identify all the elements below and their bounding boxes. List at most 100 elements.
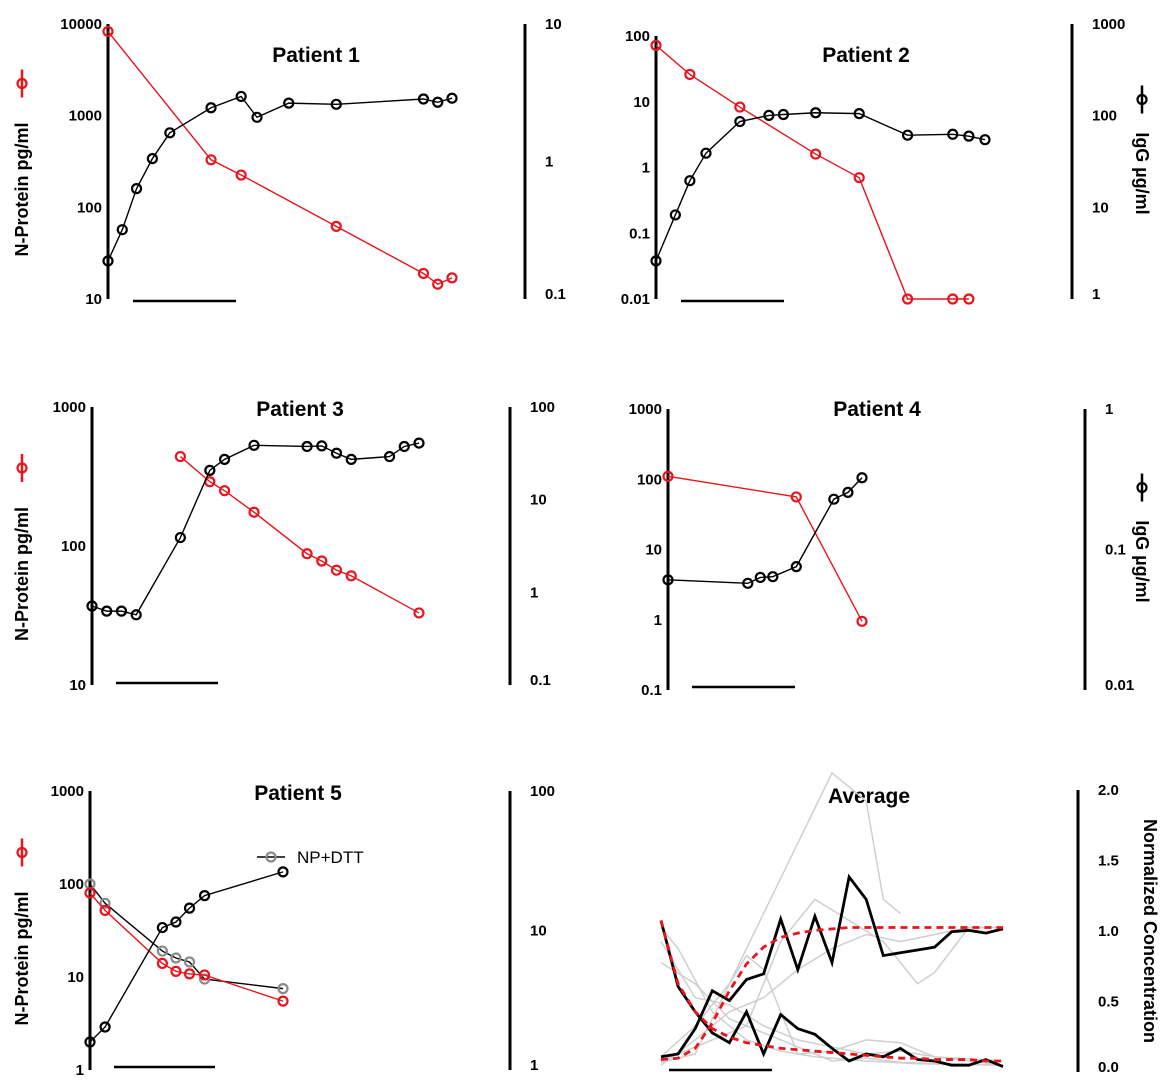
n-protein-point	[248, 506, 260, 518]
left-tick-label: 1	[642, 160, 650, 177]
igg-line	[655, 112, 986, 262]
n-protein-point	[734, 101, 746, 113]
right-tick-label: 1	[530, 1057, 538, 1074]
igg-point	[330, 447, 343, 459]
left-tick-label: 0.1	[629, 225, 650, 242]
left-tick-label: 1000	[69, 108, 102, 125]
igg-point	[170, 916, 182, 928]
n-protein-point	[417, 267, 430, 280]
igg-point	[115, 605, 128, 617]
igg-point	[684, 175, 696, 187]
n-protein-point	[650, 39, 662, 51]
left-tick-label: 10	[85, 291, 102, 308]
n-protein-point	[684, 68, 696, 81]
igg-point	[283, 97, 295, 109]
np-dtt-point	[183, 956, 196, 968]
normalized-axis-label: Normalized Concentration	[1140, 819, 1160, 1043]
igg-point	[810, 107, 822, 119]
left-tick-label: 1	[76, 1062, 84, 1079]
igg-point	[853, 108, 865, 120]
left-tick-label: 10000	[60, 16, 102, 33]
n-protein-point	[183, 968, 196, 980]
igg-point	[763, 109, 775, 122]
np-dtt-point	[156, 945, 168, 957]
n-protein-point	[170, 965, 182, 977]
igg-point	[842, 486, 854, 498]
left-tick-label: 100	[59, 876, 84, 893]
left-tick-label: 100	[637, 471, 662, 488]
right-tick-label: 1000	[1092, 16, 1125, 33]
n-protein-line	[667, 475, 863, 622]
igg-point	[901, 129, 914, 141]
right-tick-label: 1.5	[1098, 853, 1119, 870]
igg-point	[205, 102, 217, 114]
n-protein-point	[277, 995, 289, 1007]
right-tick-label: 1	[545, 154, 553, 171]
panel-title: Patient 4	[833, 398, 921, 421]
left-tick-label: 10	[633, 94, 650, 111]
igg-point	[277, 866, 289, 878]
igg-point	[345, 453, 357, 465]
igg-point	[174, 531, 186, 544]
left-tick-label: 1000	[51, 783, 84, 800]
igg-point	[662, 574, 674, 586]
n-protein-legend-marker	[16, 77, 28, 90]
igg-point	[979, 134, 991, 146]
right-tick-label: 1	[1092, 286, 1100, 303]
right-tick-label: 0.01	[1105, 677, 1134, 694]
right-tick-label: 10	[1092, 199, 1109, 216]
n-protein-point	[198, 969, 211, 981]
igg-point	[413, 437, 425, 449]
n-protein-point	[330, 220, 342, 232]
igg-point	[828, 493, 840, 505]
n-protein-line	[107, 30, 453, 286]
igg-point	[700, 147, 712, 159]
n-protein-point	[174, 450, 186, 463]
n-protein-point	[810, 148, 822, 160]
igg-point	[102, 255, 114, 267]
igg-point	[398, 440, 410, 453]
right-tick-label: 1.0	[1098, 923, 1119, 940]
fitted-curve	[659, 920, 1003, 1063]
n-protein-point	[853, 172, 865, 184]
igg-point	[947, 128, 959, 140]
igg-point	[650, 255, 662, 267]
left-tick-label: 10	[645, 542, 662, 559]
igg-point	[84, 1036, 96, 1048]
igg-point	[383, 450, 396, 463]
igg-point	[790, 561, 802, 573]
n-protein-point	[301, 548, 313, 560]
igg-point	[754, 571, 766, 584]
n-protein-point	[102, 25, 114, 38]
igg-axis-label: IgG µg/ml	[1132, 520, 1152, 602]
igg-point	[101, 605, 113, 617]
igg-point	[198, 890, 211, 902]
n-protein-line	[89, 892, 284, 1002]
igg-point	[251, 111, 263, 123]
np-dtt-point	[170, 952, 182, 964]
right-tick-label: 100	[530, 783, 555, 800]
mean-trace	[659, 920, 1004, 1068]
n-protein-point	[345, 570, 357, 582]
right-tick-label: 100	[530, 399, 555, 416]
igg-point	[330, 98, 342, 110]
n-protein-point	[235, 169, 247, 181]
n-protein-point	[316, 555, 328, 567]
panel-title: Patient 1	[272, 44, 360, 67]
np-dtt-point	[99, 897, 111, 909]
right-tick-label: 1	[530, 584, 538, 601]
n-protein-line	[655, 44, 969, 300]
left-tick-label: 10	[67, 969, 84, 986]
igg-point	[86, 600, 98, 612]
right-tick-label: 0.0	[1098, 1059, 1119, 1076]
np-dtt-point	[277, 983, 289, 995]
n-protein-axis-label: N-Protein pg/ml	[12, 892, 32, 1026]
n-protein-legend-marker	[16, 462, 28, 474]
np-dtt-legend-label: NP+DTT	[297, 848, 364, 867]
igg-point	[164, 127, 176, 139]
individual-trace	[660, 926, 1003, 1066]
igg-point	[116, 224, 128, 236]
left-tick-label: 0.01	[621, 291, 650, 308]
n-protein-point	[856, 615, 868, 627]
